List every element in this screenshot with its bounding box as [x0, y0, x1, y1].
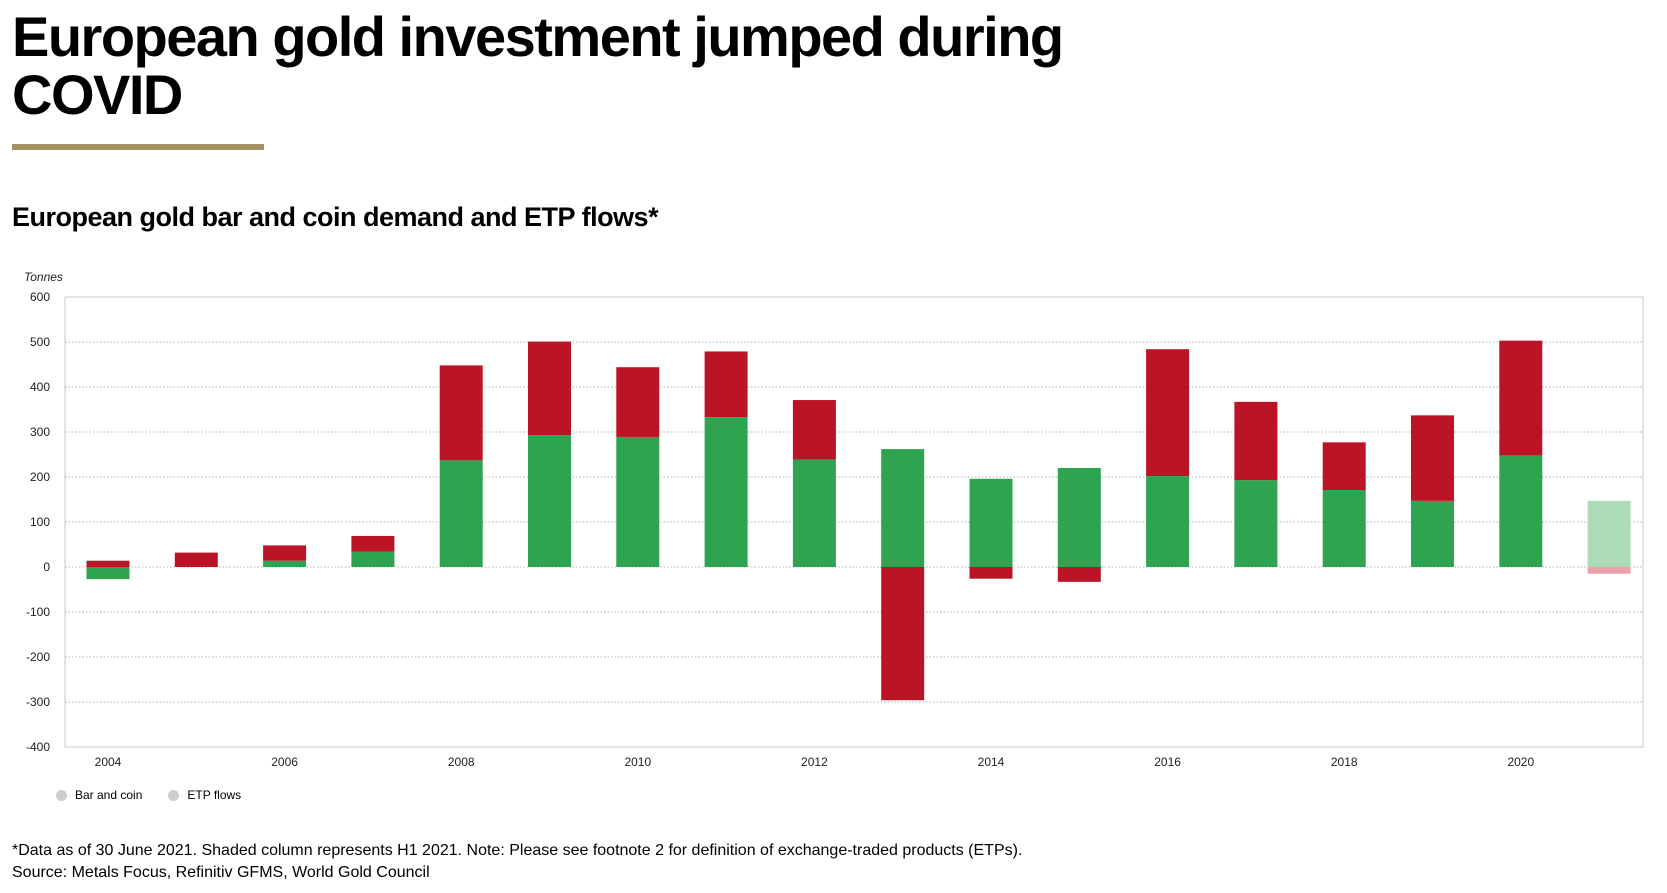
etp-flows-bar	[528, 341, 571, 436]
y-tick-label: -400	[26, 740, 50, 754]
y-axis-label: Tonnes	[24, 270, 63, 284]
legend-item-etp-flows[interactable]: ETP flows	[168, 788, 241, 802]
x-tick-label: 2010	[624, 755, 651, 769]
bar-and-coin-bar	[1234, 480, 1278, 567]
y-tick-label: -200	[26, 650, 50, 664]
bar-and-coin-bar	[1499, 455, 1543, 567]
y-tick-label: 200	[30, 470, 50, 484]
legend-label-etp-flows: ETP flows	[187, 788, 242, 802]
y-tick-label: 500	[30, 335, 50, 349]
bar-and-coin-bar	[528, 435, 571, 567]
etp-flows-bar	[881, 567, 925, 701]
y-tick-label: 0	[43, 560, 50, 574]
y-tick-label: -100	[26, 605, 50, 619]
legend-item-bar-and-coin[interactable]: Bar and coin	[56, 788, 142, 802]
etp-flows-bar	[1146, 349, 1190, 477]
x-tick-label: 2006	[271, 755, 298, 769]
legend-marker-icon	[56, 789, 67, 801]
etp-flows-bar	[174, 552, 218, 567]
etp-flows-bar	[1057, 567, 1101, 582]
y-tick-label: 400	[30, 380, 50, 394]
etp-flows-bar	[969, 567, 1013, 579]
x-tick-label: 2014	[978, 755, 1005, 769]
x-tick-label: 2008	[448, 755, 475, 769]
x-tick-label: 2016	[1154, 755, 1181, 769]
chart-footnote: *Data as of 30 June 2021. Shaded column …	[12, 842, 1023, 859]
etp-flows-bar	[1587, 567, 1631, 574]
etp-flows-bar	[704, 351, 748, 418]
bar-and-coin-bar	[881, 449, 925, 567]
headline-rule	[12, 144, 264, 150]
x-tick-label: 2004	[95, 755, 122, 769]
bar-and-coin-bar	[1057, 468, 1101, 567]
bar-and-coin-bar	[1587, 500, 1631, 567]
chart-legend: Bar and coin ETP flows	[56, 788, 267, 802]
bar-and-coin-bar	[704, 417, 748, 567]
bar-and-coin-bar	[616, 436, 660, 567]
etp-flows-bar	[1322, 442, 1366, 491]
etp-flows-bar	[263, 545, 307, 561]
etp-flows-bar	[792, 400, 836, 460]
x-tick-label: 2012	[801, 755, 828, 769]
etp-flows-bar	[439, 365, 483, 461]
bar-and-coin-bar	[1146, 476, 1190, 567]
etp-flows-bar	[1234, 401, 1278, 481]
bar-and-coin-bar	[1322, 490, 1366, 567]
etp-flows-bar	[1499, 340, 1543, 456]
y-tick-label: -300	[26, 695, 50, 709]
y-tick-label: 300	[30, 425, 50, 439]
x-tick-label: 2020	[1507, 755, 1534, 769]
chart-source: Source: Metals Focus, Refinitiv GFMS, Wo…	[12, 864, 430, 881]
bar-and-coin-bar	[351, 551, 395, 567]
y-tick-label: 600	[30, 290, 50, 304]
y-tick-label: 100	[30, 515, 50, 529]
legend-marker-icon	[168, 789, 180, 801]
etp-flows-bar	[616, 367, 660, 437]
etp-flows-bar	[1411, 415, 1454, 501]
x-tick-label: 2018	[1331, 755, 1358, 769]
bar-and-coin-bar	[1411, 500, 1454, 567]
bar-and-coin-bar	[792, 459, 836, 567]
legend-label-bar-and-coin: Bar and coin	[75, 788, 143, 802]
chart-title: European gold bar and coin demand and ET…	[12, 202, 659, 232]
page-headline: European gold investment jumped during C…	[12, 5, 1064, 126]
bar-and-coin-bar	[263, 560, 307, 567]
bar-and-coin-bar	[86, 567, 130, 580]
etp-flows-bar	[86, 560, 130, 567]
bar-and-coin-bar	[439, 460, 483, 567]
etp-flows-bar	[351, 535, 395, 552]
chart-svg: 600 500 400 300 200 100 0 -100 -200 -300 -400 Tonne…	[24, 270, 1644, 769]
bar-and-coin-bar	[969, 478, 1013, 567]
